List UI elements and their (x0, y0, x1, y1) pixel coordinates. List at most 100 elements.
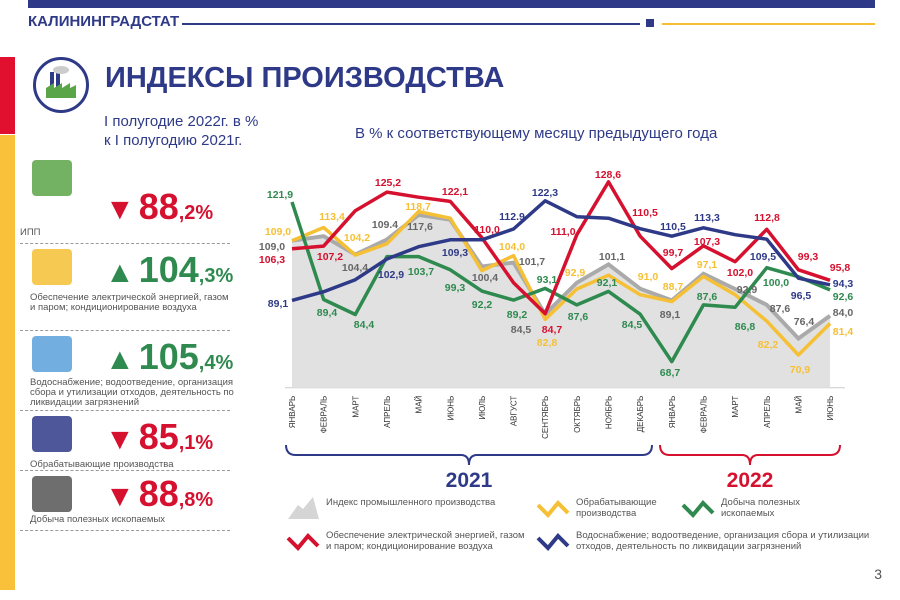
shovel-diamond-icon (32, 476, 72, 512)
energy-data-label: 106,3 (259, 254, 285, 266)
energy-data-label: 84,7 (542, 324, 563, 336)
arrow-up-icon: ▲ (105, 343, 135, 376)
legend-energy-icon (286, 533, 320, 551)
factory-logo-icon (33, 57, 89, 113)
x-tick-label: ДЕКАБРЬ (636, 396, 645, 433)
water-data-label: 102,9 (378, 269, 404, 281)
mining-data-label: 87,6 (697, 291, 718, 303)
energy-data-label: 107,3 (694, 236, 720, 248)
mining-data-label: 93,1 (537, 274, 558, 286)
energy-data-label: 128,6 (595, 169, 621, 181)
mining-data-label: 68,7 (660, 367, 681, 379)
x-tick-label: МАРТ (351, 396, 360, 418)
kpi-0: ▼ 88,2% ИПП (20, 158, 230, 244)
arrow-up-icon: ▲ (105, 256, 135, 289)
energy-data-label: 125,2 (375, 177, 401, 189)
water-line (291, 199, 831, 303)
x-tick-label: ЯНВАРЬ (288, 396, 297, 429)
manuf-data-label: 104,2 (344, 232, 370, 244)
kpi-3: ▼ 85,1% Обрабатывающие производства (20, 410, 230, 471)
energy-data-label: 99,7 (663, 247, 684, 259)
kpi-label: Добыча полезных ископаемых (30, 514, 166, 525)
x-tick-label: ЯНВАРЬ (668, 396, 677, 429)
mining-data-label: 89,4 (317, 307, 338, 319)
x-tick-label: МАЙ (415, 395, 424, 413)
legend-mining-icon (681, 500, 715, 518)
manuf-data-label: 97,1 (697, 259, 718, 271)
legend-text: Индекс промышленного производства (326, 497, 496, 508)
manuf-data-label: 88,7 (663, 281, 684, 293)
ipp-data-label: 109.4 (372, 219, 398, 231)
energy-data-label: 107,2 (317, 251, 343, 263)
legend-manuf-label: Обрабатывающие производства (576, 497, 657, 519)
water-data-label: 112.9 (499, 211, 525, 223)
manuf-data-label: 70,9 (790, 364, 811, 376)
factory-icon (32, 160, 72, 196)
chart-title: В % к соответствующему месяцу предыдущег… (355, 125, 718, 142)
kpi-4: ▼ 88,8% Добыча полезных ископаемых (20, 470, 230, 531)
kpi-1: ▲ 104,3% Обеспечение электрической энерги… (20, 243, 234, 331)
x-tick-label: ИЮЛЬ (478, 396, 487, 420)
manuf-data-label: 109,0 (265, 226, 291, 238)
ipp-data-label: 84,5 (511, 324, 532, 336)
manuf-data-label: 92,9 (565, 267, 586, 279)
mining-data-label: 89,2 (507, 309, 528, 321)
x-tick-label: ОКТЯБРЬ (573, 396, 582, 433)
arrow-down-icon: ▼ (105, 480, 135, 513)
ipp-data-label: 76,4 (794, 316, 815, 328)
water-data-label: 113,3 (694, 212, 720, 224)
legend-text: Обрабатывающие производства (576, 497, 657, 519)
x-tick-label: АВГУСТ (510, 396, 519, 427)
ipp-data-label: 104,4 (342, 262, 368, 274)
ipp-data-label: 109,0 (259, 241, 285, 253)
ipp-data-label: 92,9 (737, 284, 758, 296)
mining-data-label: 92,2 (472, 299, 493, 311)
ipp-data-label: 89,1 (660, 309, 681, 321)
kpi-value: ▼ 88,8% (105, 473, 214, 514)
energy-data-label: 95,8 (830, 262, 851, 274)
year-brace (285, 444, 653, 466)
side-accent-yellow (0, 135, 15, 590)
kpi-value: ▲ 105,4% (105, 336, 234, 377)
manuf-data-label: 91,0 (638, 271, 659, 283)
mining-data-label: 86,8 (735, 321, 756, 333)
ipp-data-label: 101,7 (519, 256, 545, 268)
ipp-data-label: 87,6 (770, 303, 791, 315)
energy-data-label: 99,3 (798, 251, 819, 263)
water-data-label: 109,3 (442, 247, 468, 259)
subtitle-line-1: I полугодие 2022г. в % (104, 113, 259, 130)
legend-water-label: Водоснабжение; водоотведение, организаци… (576, 530, 870, 552)
energy-data-label: 111,0 (550, 226, 575, 238)
ipp-area (292, 214, 831, 388)
water-data-label: 122,3 (532, 187, 558, 199)
x-tick-label: ИЮНЬ (826, 396, 835, 421)
kpi-2: ▲ 105,4% Водоснабжение; водоотведение, ор… (20, 330, 234, 411)
kpi-value: ▼ 88,2% (105, 186, 214, 227)
year-label: 2022 (727, 469, 774, 492)
kpi-value: ▲ 104,3% (105, 249, 234, 290)
legend-ipp-icon (288, 497, 319, 519)
org-name: КАЛИНИНГРАДСТАТ (28, 13, 180, 30)
x-tick-label: МАЙ (794, 395, 803, 413)
hammer-gear-icon (32, 416, 72, 452)
header-square (646, 19, 654, 27)
x-tick-label: НОЯБРЬ (605, 396, 614, 429)
ipp-data-label: 117,6 (407, 221, 433, 233)
mining-data-label: 92,6 (833, 291, 854, 303)
manuf-data-label: 82,2 (758, 339, 779, 351)
ipp-data-label: 84,0 (833, 307, 854, 319)
mining-data-label: 100,0 (763, 277, 789, 289)
x-tick-label: ФЕВРАЛЬ (320, 396, 329, 434)
kpi-label: Обеспечение электрической энергией, газо… (30, 292, 229, 313)
mining-data-label: 99,3 (445, 282, 466, 294)
legend-text: Добыча полезных ископаемых (721, 497, 800, 519)
lightbulb-gas-icon (32, 249, 72, 285)
top-bar (28, 0, 875, 8)
energy-line (291, 180, 831, 316)
header-line (182, 23, 640, 25)
kpi-value: ▼ 85,1% (105, 416, 214, 457)
mining-data-label: 121,9 (267, 189, 293, 201)
mining-line (290, 201, 831, 364)
energy-data-label: 110,0 (474, 224, 500, 236)
legend-text: Водоснабжение; водоотведение, организаци… (576, 530, 870, 552)
